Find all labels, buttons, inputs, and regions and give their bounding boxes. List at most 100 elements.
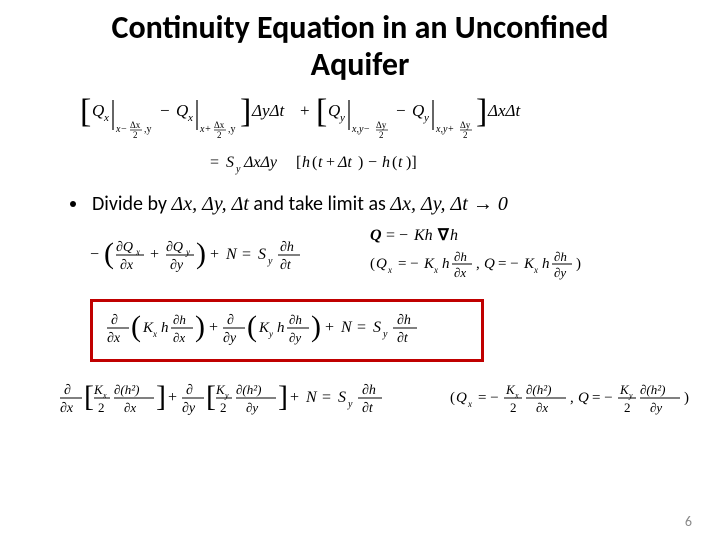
svg-text:]: ] <box>476 93 487 130</box>
svg-text:Q: Q <box>92 101 104 120</box>
svg-text:,: , <box>476 256 480 272</box>
svg-text:N: N <box>225 246 238 263</box>
svg-text:): ) <box>195 310 205 343</box>
svg-text:x: x <box>514 391 519 400</box>
svg-text:= −: = − <box>478 390 499 406</box>
svg-text:[: [ <box>296 154 301 171</box>
svg-text:x: x <box>103 112 109 124</box>
svg-text:Q: Q <box>176 101 188 120</box>
svg-text:= −: = − <box>386 227 408 244</box>
svg-text:∂y: ∂y <box>650 400 662 415</box>
svg-text:∂h: ∂h <box>173 312 186 327</box>
svg-text:∂: ∂ <box>186 383 193 398</box>
svg-text:+: + <box>325 319 334 336</box>
svg-text:S: S <box>226 154 234 171</box>
equation-3-row: − ( ∂Q x ∂x + ∂Q y ∂y ) + N = S y <box>30 224 690 289</box>
equation-boxed-wrapper: ∂ ∂x ( K x h ∂h ∂x ) + ∂ ∂y ( K <box>30 293 690 368</box>
svg-text:y: y <box>267 256 273 267</box>
svg-text:,y: ,y <box>144 124 152 135</box>
svg-text:y: y <box>628 391 633 400</box>
svg-text:h: h <box>442 256 450 272</box>
svg-text:h: h <box>302 154 310 171</box>
svg-text:]: ] <box>278 380 288 413</box>
svg-text:=: = <box>242 246 251 263</box>
svg-text:x: x <box>433 265 438 275</box>
svg-text:+: + <box>210 246 219 263</box>
svg-text:y: y <box>224 391 229 400</box>
svg-text:]: ] <box>240 93 251 130</box>
svg-text:ΔxΔy: ΔxΔy <box>243 154 278 171</box>
svg-text:,y: ,y <box>228 124 236 135</box>
svg-text:S: S <box>373 319 381 336</box>
svg-text:∂y: ∂y <box>170 258 184 273</box>
svg-text:(: ( <box>370 256 375 272</box>
svg-text:∂y: ∂y <box>289 330 301 345</box>
svg-text:x−: x− <box>115 124 127 135</box>
svg-text:h: h <box>450 227 458 244</box>
svg-text:= −: = − <box>398 256 419 272</box>
svg-text:t: t <box>398 154 403 171</box>
svg-text:)]: )] <box>406 154 417 171</box>
equation-5-row: ∂ ∂x [ K x 2 ∂(h²) ∂x ] + ∂ ∂y [ <box>30 376 690 427</box>
svg-text:Kh: Kh <box>413 227 433 244</box>
svg-text:h: h <box>382 154 390 171</box>
title-line-1: Continuity Equation in an Unconfined <box>112 8 609 47</box>
svg-text:S: S <box>258 246 266 263</box>
title-line-2: Aquifer <box>311 45 410 84</box>
equation-2: = S y ΔxΔy [ h ( t + Δt ) − h ( t )] <box>30 149 690 180</box>
bullet-divide: Divide by Δx, Δy, Δt and take limit as Δ… <box>70 192 690 216</box>
equation-5-left: ∂ ∂x [ K x 2 ∂(h²) ∂x ] + ∂ ∂y [ <box>60 376 450 427</box>
svg-text:h: h <box>542 256 550 272</box>
svg-text:Q: Q <box>456 390 467 406</box>
svg-text:[: [ <box>84 380 94 413</box>
svg-text:−: − <box>396 101 406 120</box>
equation-3-left: − ( ∂Q x ∂x + ∂Q y ∂y ) + N = S y <box>90 231 350 282</box>
bullet-limit: Δx, Δy, Δt → 0 <box>390 193 507 215</box>
svg-text:+: + <box>168 389 177 406</box>
svg-text:x: x <box>102 391 107 400</box>
svg-text:x: x <box>152 329 157 339</box>
svg-text:= −: = − <box>498 256 519 272</box>
svg-text:∂x: ∂x <box>454 265 466 280</box>
svg-text:h: h <box>161 320 169 336</box>
svg-text:x,y+: x,y+ <box>435 124 454 135</box>
svg-text:Q: Q <box>484 256 495 272</box>
svg-text:(: ( <box>450 390 455 406</box>
svg-text:∂h: ∂h <box>362 383 376 398</box>
svg-text:Δx: Δx <box>214 120 225 130</box>
svg-text:h: h <box>277 320 285 336</box>
equation-1: [ Q x x− Δx 2 ,y − Q x x+ Δx 2 ,y ] ΔyΔt <box>30 92 690 145</box>
svg-text:(: ( <box>392 154 397 171</box>
svg-text:∂x: ∂x <box>124 400 136 415</box>
svg-text:∂Q: ∂Q <box>116 240 133 255</box>
svg-text:(: ( <box>131 310 141 343</box>
svg-text:∂(h²): ∂(h²) <box>114 382 139 397</box>
svg-text:∂: ∂ <box>111 313 118 328</box>
svg-text:−: − <box>160 101 170 120</box>
svg-text:∂t: ∂t <box>397 331 409 346</box>
svg-text:N: N <box>340 319 353 336</box>
svg-text:2: 2 <box>98 400 105 415</box>
svg-text:(: ( <box>312 154 317 171</box>
svg-text:Δt: Δt <box>337 154 352 171</box>
svg-text:−: − <box>368 154 377 171</box>
svg-text:+: + <box>290 389 299 406</box>
bullet-mid: and take limit as <box>249 192 390 216</box>
svg-text:): ) <box>576 256 581 272</box>
svg-text:+: + <box>326 154 335 171</box>
svg-text:2: 2 <box>463 130 468 140</box>
svg-text:2: 2 <box>133 130 138 140</box>
svg-text:ΔyΔt: ΔyΔt <box>251 101 286 120</box>
equation-5-right: ( Q x = − K x 2 ∂(h²) ∂x , Q = − K y <box>450 376 720 427</box>
svg-text:Δy: Δy <box>460 120 471 130</box>
bullet-prefix: Divide by <box>92 192 171 216</box>
svg-text:x,y−: x,y− <box>351 124 370 135</box>
svg-text:∂y: ∂y <box>554 265 566 280</box>
svg-text:x+: x+ <box>199 124 211 135</box>
svg-text:ΔxΔt: ΔxΔt <box>487 101 522 120</box>
svg-text:∂t: ∂t <box>280 258 292 273</box>
svg-text:∂x: ∂x <box>107 331 121 346</box>
svg-text:t: t <box>318 154 323 171</box>
svg-text:= −: = − <box>592 390 613 406</box>
svg-text:2: 2 <box>510 400 517 415</box>
